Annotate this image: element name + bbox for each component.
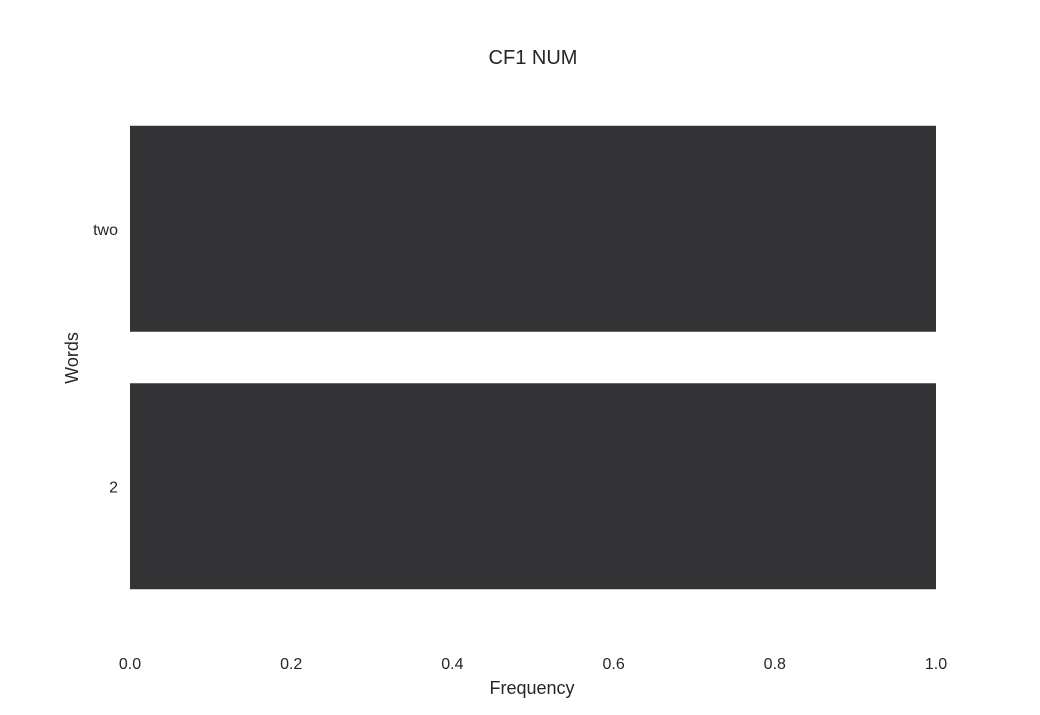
chart-title: CF1 NUM [489, 47, 578, 69]
x-tick-label: 0.8 [764, 656, 786, 673]
bar-group [130, 125, 936, 590]
bar-2 [130, 383, 936, 590]
y-tick-label: 2 [109, 479, 118, 496]
y-tick-labels: two 2 [93, 222, 118, 497]
y-tick-label: two [93, 222, 118, 239]
x-tick-label: 0.6 [602, 656, 624, 673]
x-tick-label: 0.4 [441, 656, 463, 673]
x-tick-label: 0.2 [280, 656, 302, 673]
x-tick-labels: 0.0 0.2 0.4 0.6 0.8 1.0 [119, 656, 947, 673]
x-tick-label: 0.0 [119, 656, 141, 673]
x-tick-label: 1.0 [925, 656, 947, 673]
y-axis-label: Words [62, 332, 82, 384]
x-axis-label: Frequency [489, 678, 574, 698]
bar-two [130, 125, 936, 332]
